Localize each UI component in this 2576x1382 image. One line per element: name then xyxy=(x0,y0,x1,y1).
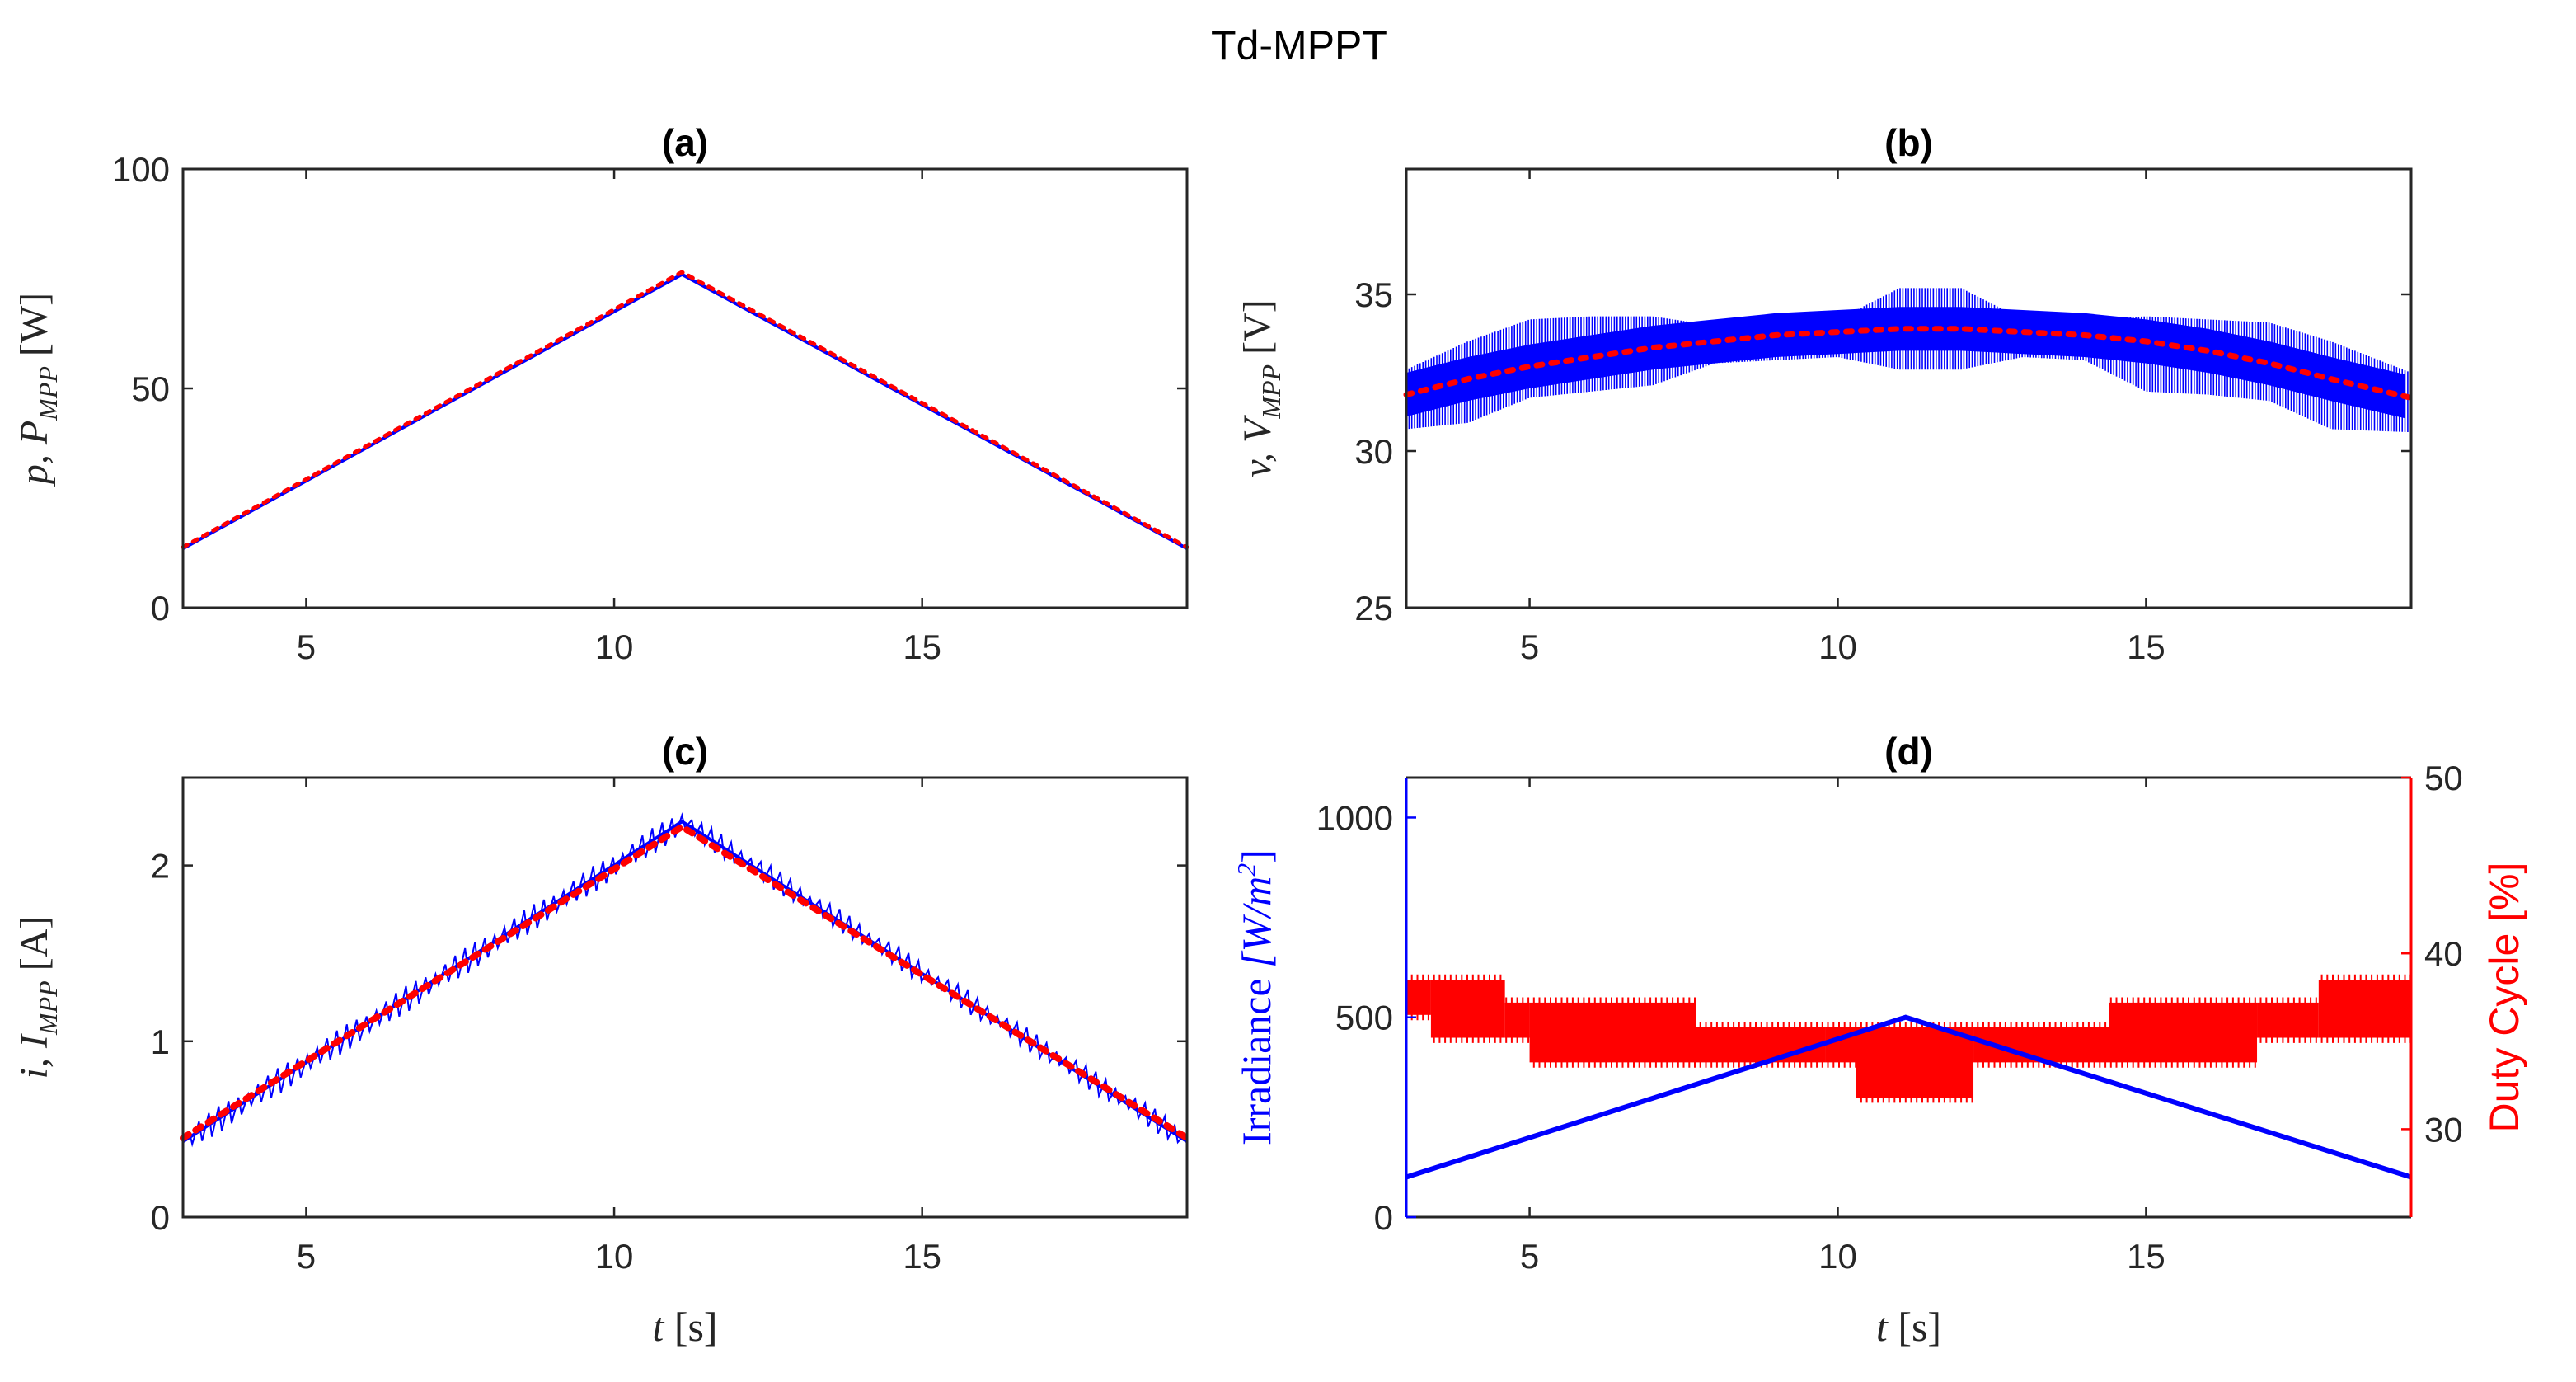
y-tick-label: 25 xyxy=(1354,589,1393,628)
x-tick-label: 10 xyxy=(1818,628,1857,666)
x-tick-label: 10 xyxy=(595,1237,634,1276)
y-tick-label: 0 xyxy=(151,1198,170,1237)
duty-cycle-band-segment xyxy=(1529,1002,1696,1063)
panel-title-a: (a) xyxy=(662,121,708,164)
series-oscillation-i xyxy=(188,811,1189,1148)
panel-title-d: (d) xyxy=(1884,730,1933,773)
y-axis-label-a: p, PMPP [W] xyxy=(12,293,63,487)
series-line-P_MPP xyxy=(181,270,1189,550)
series-line-I_MPP xyxy=(180,822,1190,1142)
panel-d: 5 10 15 0 500 1000 30 40 50 (d) Irradiance [W/m2] D… xyxy=(1232,730,2527,1350)
x-tick-label: 10 xyxy=(595,628,634,666)
x-axis-label-c: t [s] xyxy=(652,1304,717,1350)
y-axis-label-b: v, VMPP [V] xyxy=(1236,299,1286,477)
panel-c: 5 10 15 0 1 2 (c) i, IMPP [A] t [s] xyxy=(12,730,1190,1350)
axes-frame-c xyxy=(181,776,1189,1219)
y-right-tick-label: 50 xyxy=(2424,759,2463,797)
duty-cycle-band-segment xyxy=(1856,1027,1974,1098)
x-axis-label-d: t [s] xyxy=(1876,1304,1941,1350)
y-tick-label: 2 xyxy=(151,847,170,886)
y-right-axis-label: Duty Cycle [%] xyxy=(2481,863,2527,1133)
y-tick-label: 1 xyxy=(151,1022,170,1061)
x-tick-label: 15 xyxy=(903,1237,941,1276)
x-tick-label: 5 xyxy=(1520,1237,1539,1276)
y-tick-label: 35 xyxy=(1354,275,1393,314)
x-tick-label: 15 xyxy=(2127,628,2165,666)
x-tick-label: 5 xyxy=(297,1237,316,1276)
axes-frame-b xyxy=(1405,167,2413,609)
y-axis-label-c: i, IMPP [A] xyxy=(12,916,63,1079)
x-tick-label: 10 xyxy=(1818,1237,1857,1276)
duty-cycle-band-segment xyxy=(2318,980,2411,1038)
x-tick-label: 5 xyxy=(1520,628,1539,666)
y-tick-label: 100 xyxy=(112,150,170,189)
axes-frame-a xyxy=(181,167,1189,609)
y-right-tick-label: 30 xyxy=(2424,1110,2463,1149)
series-line-V_MPP xyxy=(1403,326,2414,401)
y-tick-label: 50 xyxy=(131,369,170,408)
panel-b: 5 10 15 25 30 35 (b) v, VMPP [V] xyxy=(1236,121,2414,666)
figure-title: Td-MPPT xyxy=(1211,22,1387,68)
y-left-tick-label: 0 xyxy=(1374,1198,1393,1237)
y-left-tick-label: 500 xyxy=(1335,999,1393,1037)
duty-cycle-band-segment xyxy=(1406,980,1431,1015)
y-tick-label: 30 xyxy=(1354,432,1393,471)
series-line-irradiance xyxy=(1405,1014,2412,1180)
panel-title-c: (c) xyxy=(662,730,708,773)
y-left-tick-label: 1000 xyxy=(1316,798,1393,837)
y-tick-label: 0 xyxy=(151,589,170,628)
y-left-axis-label: Irradiance [W/m2] xyxy=(1232,849,1279,1145)
panel-a: 5 10 15 0 50 100 (a) p, PMPP [W] xyxy=(12,121,1189,666)
panel-title-b: (b) xyxy=(1884,121,1933,164)
x-tick-label: 15 xyxy=(2127,1237,2165,1276)
series-line-i xyxy=(181,819,1189,1143)
y-right-tick-label: 40 xyxy=(2424,934,2463,973)
series-line-p xyxy=(182,272,1188,550)
x-tick-label: 15 xyxy=(903,628,941,666)
x-tick-label: 5 xyxy=(297,628,316,666)
